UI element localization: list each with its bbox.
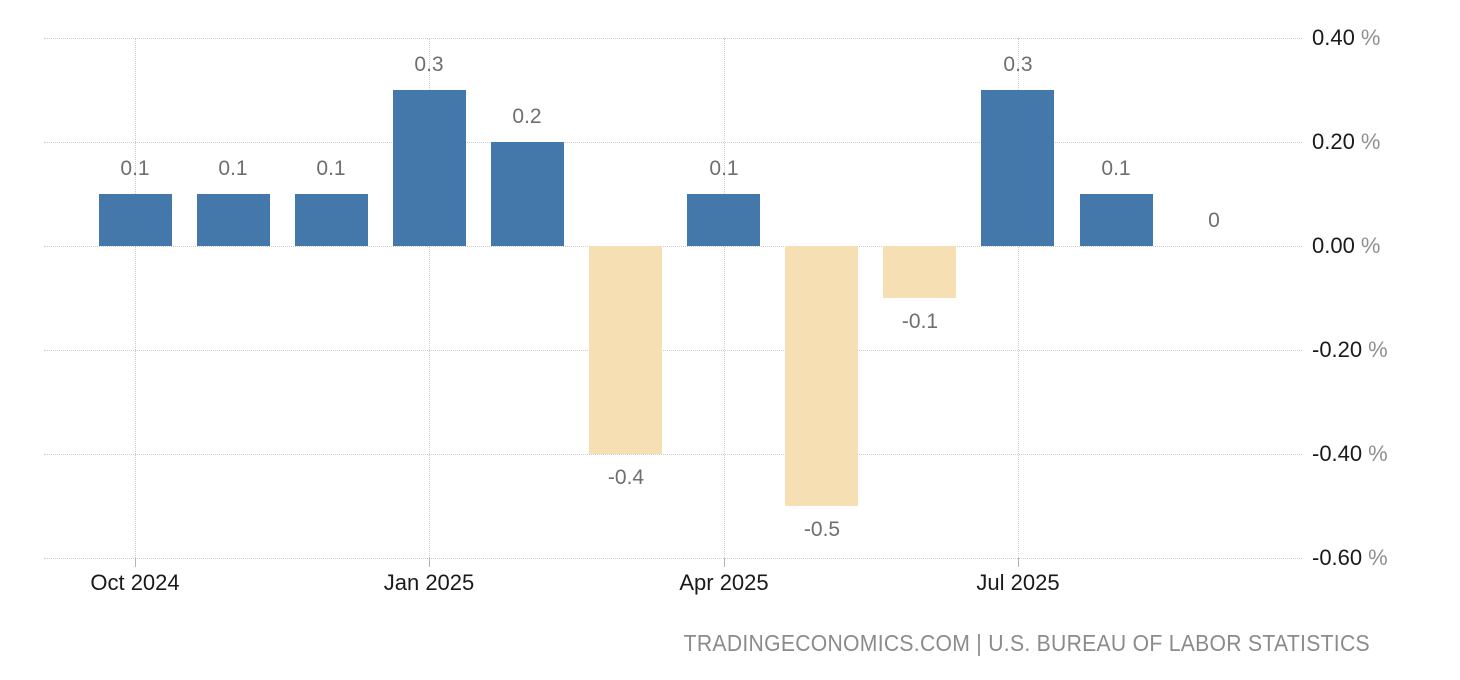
bar-value-label: 0.1	[120, 157, 150, 180]
bar-dec-2024[interactable]	[295, 194, 368, 246]
bar-nov-2024[interactable]	[197, 194, 270, 246]
bar-aug-2025[interactable]	[1080, 194, 1153, 246]
y-tick-number: -0.20	[1312, 337, 1363, 362]
y-tick-number: 0.20	[1312, 129, 1355, 154]
x-axis-tick-mark	[724, 558, 725, 567]
y-axis-tick-label: 0.40%	[1312, 25, 1380, 51]
y-tick-percent-sign: %	[1360, 129, 1381, 154]
gridline-horizontal	[44, 350, 1302, 351]
gridline-horizontal	[44, 38, 1302, 39]
y-tick-percent-sign: %	[1368, 545, 1388, 570]
x-axis-tick-mark	[135, 558, 136, 567]
y-tick-number: -0.40	[1312, 441, 1363, 466]
gridline-horizontal	[44, 454, 1302, 455]
x-axis-tick-label: Jan 2025	[383, 570, 475, 595]
y-axis-tick-label: -0.40%	[1312, 441, 1388, 467]
y-axis-tick-label: -0.20%	[1312, 337, 1388, 363]
gridline-horizontal	[44, 558, 1302, 559]
y-tick-number: 0.00	[1312, 233, 1355, 258]
gridline-vertical	[724, 38, 725, 558]
attribution-text: TRADINGECONOMICS.COM | U.S. BUREAU OF LA…	[683, 630, 1370, 656]
x-axis-tick-label: Oct 2024	[90, 570, 180, 595]
gridline-vertical	[135, 38, 136, 558]
bar-value-label: 0	[1208, 209, 1220, 232]
bar-feb-2025[interactable]	[491, 142, 564, 246]
y-tick-number: 0.40	[1312, 25, 1355, 50]
gridline-vertical	[429, 38, 430, 558]
bar-value-label: 0.3	[1003, 53, 1033, 76]
bar-value-label: 0.1	[218, 157, 248, 180]
bar-value-label: 0.3	[414, 53, 444, 76]
y-tick-percent-sign: %	[1360, 233, 1381, 258]
bar-oct-2024[interactable]	[99, 194, 172, 246]
bar-value-label: 0.1	[316, 157, 346, 180]
bar-apr-2025[interactable]	[687, 194, 760, 246]
gridline-horizontal	[44, 142, 1302, 143]
y-axis-tick-label: 0.20%	[1312, 129, 1380, 155]
gridline-vertical	[1018, 38, 1019, 558]
bar-jan-2025[interactable]	[393, 90, 466, 246]
bar-mar-2025[interactable]	[589, 246, 662, 454]
y-tick-percent-sign: %	[1368, 441, 1388, 466]
y-axis-tick-label: -0.60%	[1312, 545, 1388, 571]
x-axis-tick-mark	[1018, 558, 1019, 567]
x-axis-tick-label: Apr 2025	[679, 570, 769, 595]
bar-may-2025[interactable]	[785, 246, 858, 506]
x-axis-tick-label: Jul 2025	[976, 570, 1060, 595]
bar-jul-2025[interactable]	[981, 90, 1054, 246]
bar-value-label: -0.4	[607, 466, 645, 489]
bar-jun-2025[interactable]	[883, 246, 956, 298]
bar-value-label: -0.1	[901, 310, 939, 333]
x-axis-tick-mark	[429, 558, 430, 567]
y-tick-percent-sign: %	[1368, 337, 1388, 362]
bar-value-label: -0.5	[803, 518, 841, 541]
gridline-horizontal	[44, 246, 1302, 247]
y-tick-percent-sign: %	[1360, 25, 1381, 50]
bar-value-label: 0.1	[709, 157, 739, 180]
y-axis-tick-label: 0.00%	[1312, 233, 1380, 259]
bar-value-label: 0.1	[1101, 157, 1131, 180]
bar-value-label: 0.2	[512, 105, 542, 128]
y-tick-number: -0.60	[1312, 545, 1363, 570]
